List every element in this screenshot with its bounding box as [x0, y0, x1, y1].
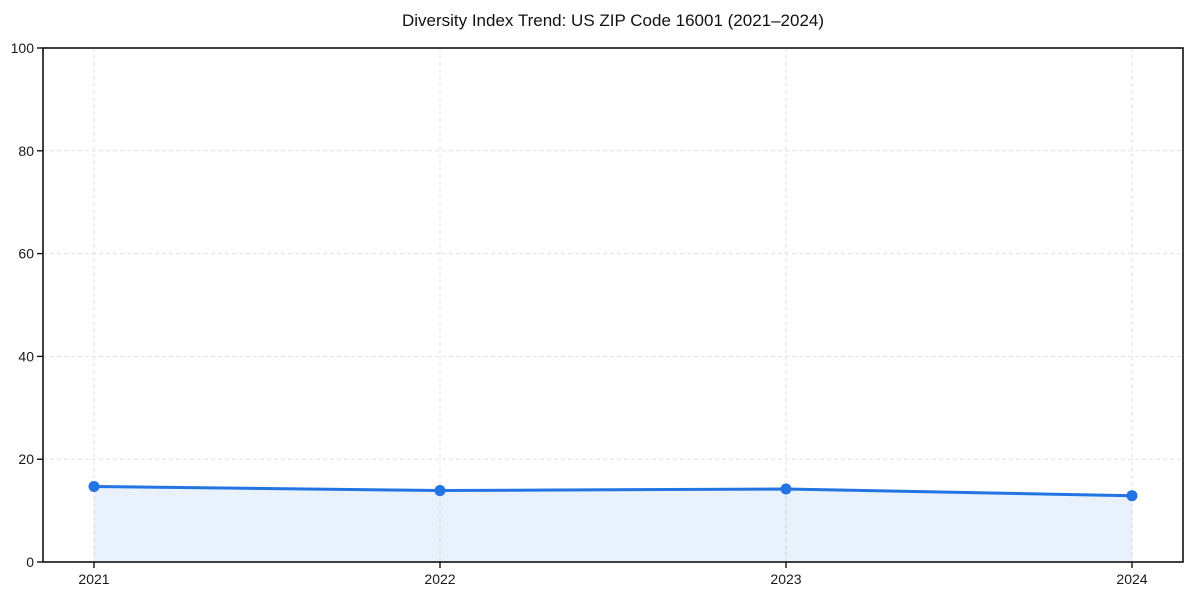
plot-border	[42, 47, 1184, 563]
y-tick-label: 20	[18, 451, 34, 467]
chart-title: Diversity Index Trend: US ZIP Code 16001…	[401, 11, 825, 30]
x-tick-label: 2023	[770, 571, 801, 587]
y-tick-label: 100	[11, 40, 35, 56]
x-tick-label: 2021	[78, 571, 109, 587]
y-tick-label: 0	[26, 554, 34, 570]
y-tick-label: 80	[18, 143, 34, 159]
y-tick-label: 40	[18, 348, 34, 364]
trend-line	[92, 484, 1134, 498]
y-tick-label: 60	[18, 246, 34, 262]
area-fill	[94, 486, 1132, 562]
x-tick-label: 2022	[424, 571, 455, 587]
data-point-2022	[434, 485, 446, 497]
data-point-2021	[88, 480, 100, 492]
x-tick-label: 2024	[1116, 571, 1147, 587]
data-point-2023	[780, 483, 792, 495]
data-point-2024	[1126, 490, 1138, 502]
